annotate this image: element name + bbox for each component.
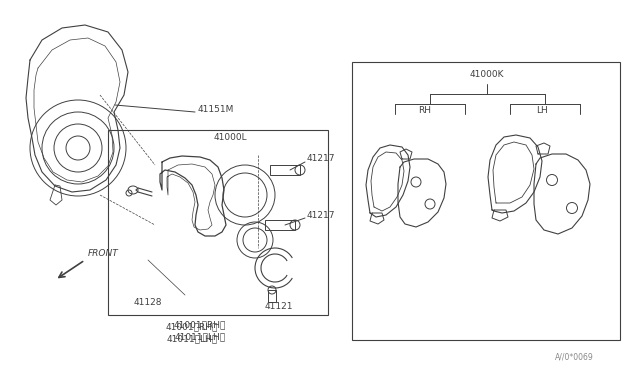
Text: FRONT: FRONT bbox=[88, 249, 119, 258]
Text: LH: LH bbox=[536, 106, 548, 115]
Text: 41217: 41217 bbox=[307, 211, 335, 219]
Bar bbox=[108, 130, 328, 315]
Text: 41128: 41128 bbox=[134, 298, 163, 307]
Text: 41001（RH）: 41001（RH） bbox=[166, 322, 218, 331]
Bar bbox=[270, 165, 300, 175]
Text: 41011（LH）: 41011（LH） bbox=[166, 334, 218, 343]
Text: RH: RH bbox=[419, 106, 431, 115]
Text: 41151M: 41151M bbox=[198, 105, 234, 113]
Bar bbox=[265, 220, 295, 230]
Text: 41000K: 41000K bbox=[470, 70, 504, 79]
Bar bbox=[268, 290, 276, 302]
Bar bbox=[352, 62, 620, 340]
Text: 41011（LH）: 41011（LH） bbox=[175, 332, 225, 341]
Text: A//0*0069: A//0*0069 bbox=[555, 352, 594, 361]
Text: 41001（RH）: 41001（RH） bbox=[174, 320, 226, 329]
Text: 41121: 41121 bbox=[265, 302, 294, 311]
Text: 41217: 41217 bbox=[307, 154, 335, 163]
Text: 41000L: 41000L bbox=[213, 133, 247, 142]
